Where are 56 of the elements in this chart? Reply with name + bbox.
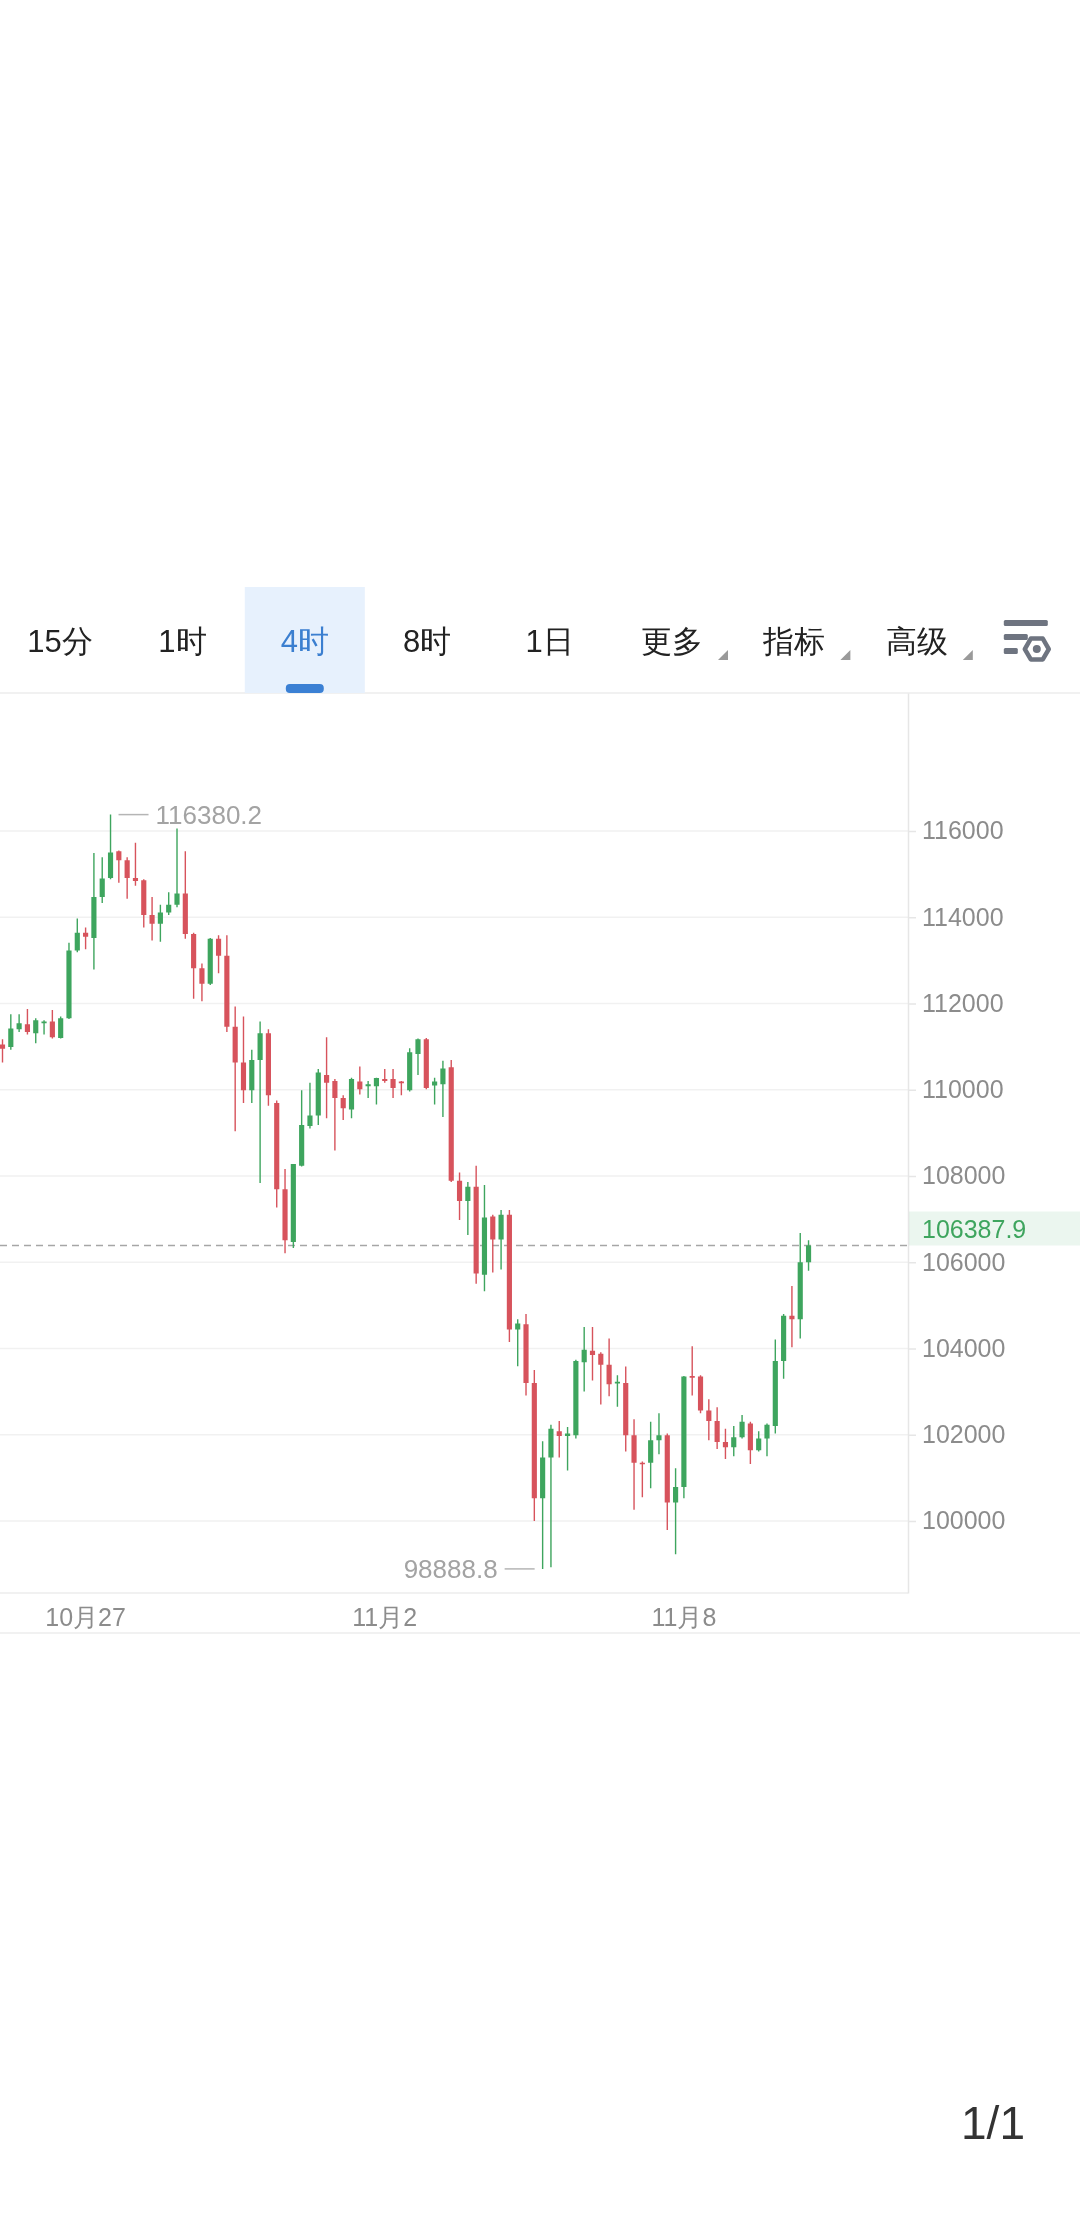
x-tick-label: 11月2 (352, 1603, 418, 1631)
y-tick-label: 114000 (922, 902, 1004, 931)
text: 1/1 (961, 2097, 1025, 2149)
text: 指标 (762, 623, 826, 659)
y-tick-label: 112000 (922, 988, 1004, 1017)
candlestick (739, 1414, 745, 1439)
text: 116380.2 (155, 799, 263, 830)
candlestick (598, 1352, 604, 1405)
candlestick (465, 1182, 471, 1236)
text: 1日 (525, 623, 574, 659)
candlestick (41, 1020, 47, 1035)
text: 8时 (403, 623, 452, 659)
candlestick (415, 1038, 421, 1076)
candlestick (307, 1082, 313, 1129)
candlestick (706, 1399, 712, 1441)
y-tick-label: 100000 (922, 1506, 1006, 1535)
y-tick-label: 116000 (922, 816, 1004, 845)
candlestick (66, 942, 72, 1020)
candlestick (631, 1419, 637, 1510)
candlestick (149, 896, 155, 941)
candlestick (257, 1021, 263, 1183)
candlestick (232, 1006, 238, 1132)
candlestick (174, 828, 180, 908)
text: 4时 (280, 623, 329, 659)
candlestick (498, 1210, 504, 1270)
text: 高级 (885, 623, 948, 659)
candlestick (116, 850, 122, 883)
candlestick (199, 963, 205, 1002)
candlestick (16, 1014, 22, 1032)
text: 更多 (641, 623, 703, 659)
candlestick (606, 1338, 612, 1397)
ref-line-label: 106387.9 (922, 1214, 1027, 1243)
candlestick (523, 1313, 529, 1396)
text: 98888.8 (403, 1553, 498, 1584)
candlestick (124, 857, 130, 899)
y-tick-label: 108000 (922, 1161, 1006, 1190)
candlestick (789, 1285, 795, 1348)
y-tick-label: 110000 (922, 1075, 1004, 1104)
candlestick (332, 1078, 338, 1151)
candlestick (656, 1413, 662, 1455)
y-tick-label: 102000 (922, 1420, 1006, 1449)
candlestick (282, 1169, 288, 1254)
y-tick-label: 104000 (922, 1333, 1006, 1362)
candlestick (91, 852, 97, 970)
candlestick (357, 1066, 363, 1095)
candlestick (365, 1081, 371, 1098)
candlestick (440, 1060, 446, 1117)
x-tick-label: 11月8 (651, 1603, 717, 1631)
candlestick (390, 1069, 396, 1098)
text: 15分 (27, 623, 93, 659)
text: 1时 (158, 623, 207, 659)
y-tick-label: 106000 (922, 1247, 1006, 1276)
candlestick (764, 1423, 770, 1457)
x-tick-label: 10月27 (45, 1603, 126, 1631)
candlestick (581, 1326, 587, 1392)
candlestick (548, 1424, 554, 1568)
